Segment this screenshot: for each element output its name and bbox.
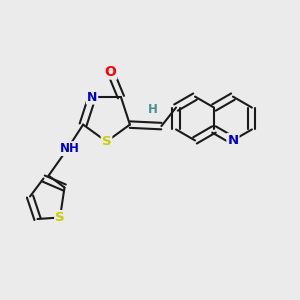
Text: N: N xyxy=(87,91,97,103)
Text: O: O xyxy=(104,64,116,79)
Text: S: S xyxy=(102,135,111,148)
Text: NH: NH xyxy=(60,142,80,155)
Text: S: S xyxy=(55,211,65,224)
Text: N: N xyxy=(227,134,239,147)
Text: H: H xyxy=(148,103,157,116)
